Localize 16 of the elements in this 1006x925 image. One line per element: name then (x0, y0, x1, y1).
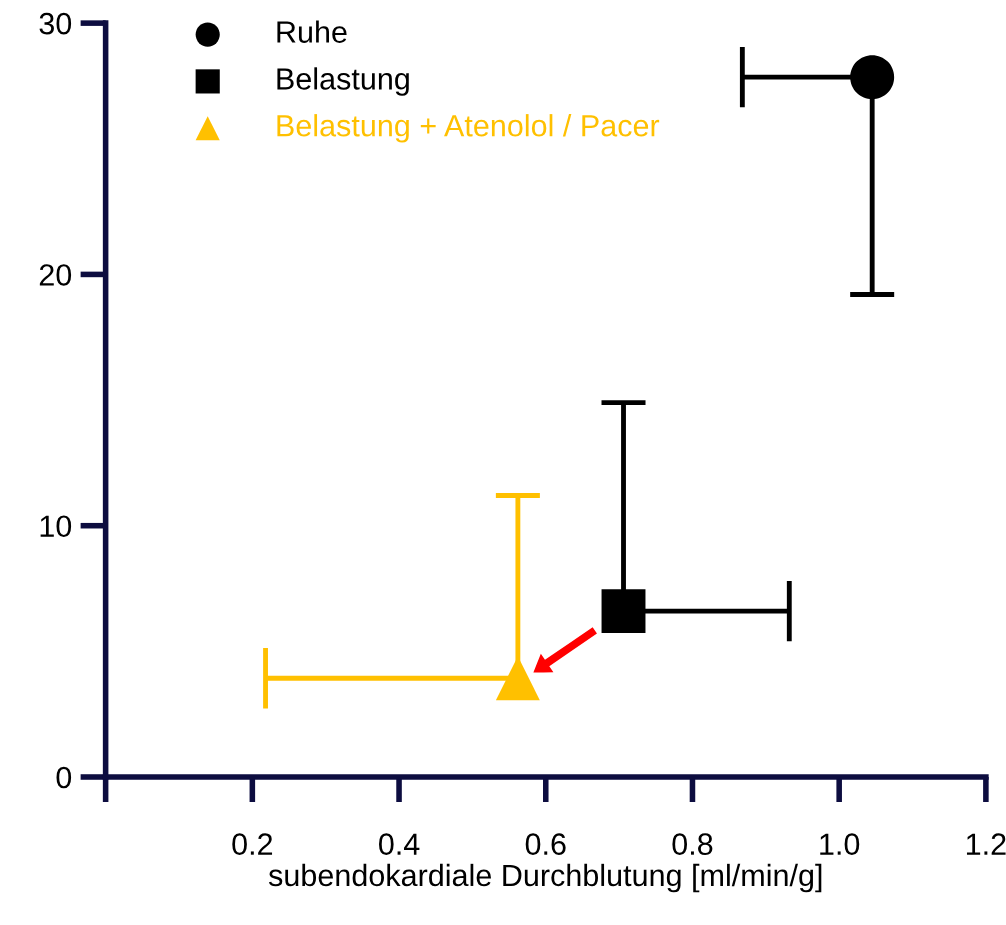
y-tick-label: 20 (39, 264, 72, 286)
point (850, 55, 895, 100)
point (601, 589, 646, 634)
x-tick-label: 1.0 (820, 833, 860, 855)
x-axis-title: subendokardiale Durchblutung [ml/min/g] (268, 863, 822, 893)
x-tick-label: 0.8 (672, 833, 713, 855)
x-tick-label: 1.2 (966, 833, 1006, 855)
y-tick-label: 0 (56, 766, 72, 789)
legend-label: Belastung (277, 67, 409, 96)
legend-label: Belastung + Atenolol / Pacer (277, 114, 660, 143)
x-tick-label: 0.2 (232, 833, 273, 855)
y-tick-label: 10 (40, 515, 72, 538)
legend-label: Ruhe (277, 20, 347, 43)
x-tick-label: 0.4 (379, 833, 420, 855)
y-tick-label: 30 (39, 12, 72, 35)
x-tick-label: 0.6 (525, 833, 566, 855)
